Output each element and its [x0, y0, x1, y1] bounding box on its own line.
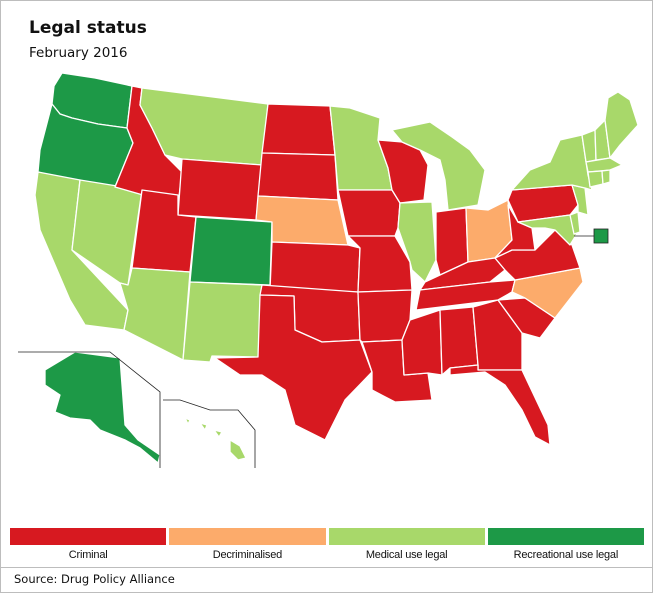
map-title: Legal status: [29, 18, 147, 38]
state-dc-marker: [593, 228, 609, 244]
state-co: [189, 216, 273, 286]
state-ct: [587, 170, 604, 188]
footer-divider: [1, 567, 653, 568]
state-fl: [449, 364, 551, 446]
source-note: Source: Drug Policy Alliance: [14, 572, 175, 586]
state-ak: [44, 351, 161, 464]
state-sc: [497, 297, 556, 339]
state-ks: [269, 241, 361, 293]
legend-label-criminal: Criminal: [68, 549, 108, 561]
state-sd: [257, 152, 339, 201]
legend-item-recreational: Recreational use legal: [487, 528, 644, 570]
legend-item-medical: Medical use legal: [328, 528, 485, 570]
legend-item-decriminalised: Decriminalised: [169, 528, 326, 570]
legend-label-medical: Medical use legal: [365, 549, 448, 561]
legend-label-decriminalised: Decriminalised: [212, 549, 283, 561]
legend-swatch-criminal: [10, 528, 167, 545]
state-mi: [391, 121, 486, 211]
state-al: [439, 306, 479, 376]
legend-swatch-decriminalised: [169, 528, 326, 545]
state-az: [119, 267, 191, 361]
state-wy: [177, 158, 263, 221]
state-nd: [261, 103, 336, 156]
legend-item-criminal: Criminal: [10, 528, 167, 570]
state-ny: [511, 134, 593, 191]
state-ia: [337, 189, 401, 237]
state-il: [397, 201, 437, 283]
state-ma: [585, 157, 623, 173]
map-legend: Criminal Decriminalised Medical use lega…: [10, 528, 644, 570]
state-tx: [214, 294, 373, 441]
state-de: [569, 211, 581, 235]
legend-label-recreational: Recreational use legal: [513, 549, 619, 561]
alaska-inset-frame: [18, 351, 161, 468]
state-md: [517, 214, 579, 246]
state-ri: [601, 169, 611, 185]
legend-swatch-medical: [328, 528, 485, 545]
map-subtitle: February 2016: [29, 45, 128, 61]
hawaii-inset-frame: [163, 399, 256, 468]
state-nm: [182, 281, 263, 363]
legend-swatch-recreational: [487, 528, 644, 545]
state-hi-islands: [184, 417, 223, 438]
us-states-map: [18, 72, 639, 468]
state-me: [604, 91, 639, 159]
state-hi: [229, 439, 247, 461]
